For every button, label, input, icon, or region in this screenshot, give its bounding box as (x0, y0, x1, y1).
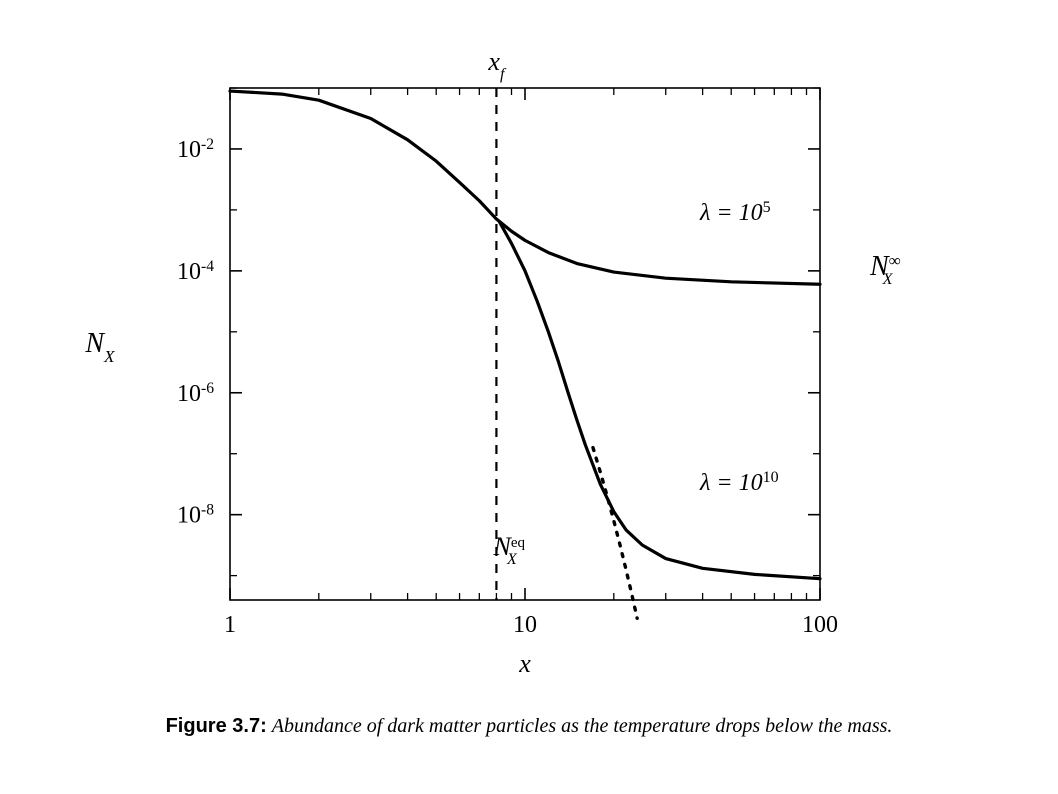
right-annotation-nx-infty: N∞X (869, 251, 901, 289)
y-tick-label: 10-4 (177, 257, 214, 285)
series-line (500, 222, 820, 579)
y-tick-label: 10-6 (177, 379, 214, 407)
y-tick-label: 10-2 (177, 135, 214, 163)
y-axis-label: NX (84, 328, 116, 366)
plot-border (230, 88, 820, 600)
y-tick-label: 10-8 (177, 501, 214, 529)
figure-container: 1 10 100 x 10-2 10-4 10-6 10-8 NX xf λ = 105 λ = 10… (0, 0, 1058, 794)
x-tick-label: 1 (224, 612, 236, 638)
series-label-lambda-1e10: λ = 1010 (699, 469, 779, 497)
chart-svg: 1 10 100 x 10-2 10-4 10-6 10-8 NX xf λ = 105 λ = 10… (0, 0, 1058, 794)
freezeout-marker-label: xf (487, 47, 507, 83)
series-label-lambda-1e5: λ = 105 (699, 199, 771, 227)
series-label-equilibrium: NeqX (492, 532, 525, 568)
caption-label: Figure 3.7: (166, 715, 267, 737)
x-tick-label: 10 (513, 612, 537, 638)
figure-caption: Figure 3.7: Abundance of dark matter par… (0, 715, 1058, 738)
x-axis-label: x (518, 649, 531, 678)
x-tick-label: 100 (802, 612, 838, 638)
caption-text: Abundance of dark matter particles as th… (272, 715, 893, 737)
series-line (230, 91, 820, 284)
